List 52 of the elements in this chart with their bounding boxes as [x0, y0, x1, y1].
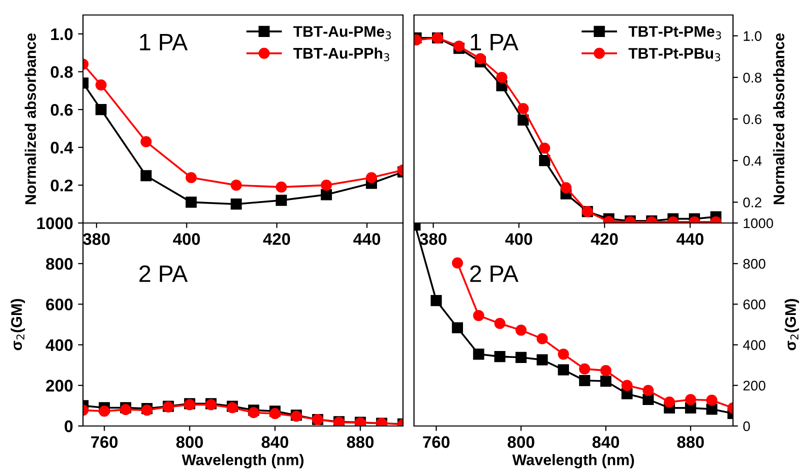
y-tick-label: 0.6	[50, 104, 73, 116]
x-tick-label: 800	[508, 436, 534, 448]
y-tick-label: 800	[46, 258, 73, 270]
x-tick-label: 420	[590, 233, 618, 245]
y-tick-label: 1000	[37, 217, 73, 230]
y-axis-title: Normalized absorbance	[24, 33, 36, 204]
legend-label: TBT-Au-PMe$_{3}$	[293, 26, 391, 40]
annotation: 2 PA	[470, 265, 518, 282]
x-tick-label: 880	[677, 436, 704, 448]
x-tick-label: 840	[262, 436, 288, 448]
legend-label: TBT-Pt-PMe$_{3}$	[628, 26, 722, 40]
y-tick-label: 0.8	[743, 72, 762, 83]
legend-label: TBT-Pt-PBu$_{3}$	[628, 48, 720, 62]
y-tick-label: 400	[46, 339, 73, 352]
x-tick-label: 400	[505, 233, 532, 245]
x-axis-title: Wavelength (nm)	[512, 454, 634, 468]
y-axis-title: σ$_{2}$(GM)	[784, 299, 799, 350]
annotation: 2 PA	[139, 265, 188, 282]
y-tick-label: 0	[64, 420, 73, 432]
annotation: 1 PA	[140, 34, 188, 50]
x-tick-label: 380	[420, 233, 446, 245]
y-tick-label: 0.8	[50, 66, 73, 78]
y-tick-label: 0.4	[50, 142, 74, 154]
y-tick-label: 0.6	[743, 114, 762, 124]
y-tick-label: 200	[46, 380, 73, 392]
y-tick-label: 600	[46, 298, 73, 310]
x-tick-label: 400	[173, 233, 200, 245]
x-tick-label: 840	[592, 436, 620, 448]
y-tick-label: 800	[743, 258, 766, 269]
y-tick-label: 0	[743, 421, 750, 432]
x-tick-label: 800	[176, 436, 203, 448]
x-tick-label: 760	[91, 436, 118, 448]
x-axis-title: Wavelength (nm)	[182, 454, 304, 468]
y-tick-label: 600	[743, 300, 766, 310]
legend-label: TBT-Au-PPh$_{3}$	[293, 47, 390, 62]
y-tick-label: 1.0	[744, 31, 762, 41]
y-tick-label: 1000	[744, 218, 774, 228]
annotation: 1 PA	[470, 34, 518, 50]
x-tick-label: 760	[423, 436, 450, 448]
y-tick-label: 0.2	[50, 180, 73, 192]
y-tick-label: 0.2	[743, 198, 762, 208]
y-tick-label: 400	[743, 340, 766, 350]
x-tick-label: 420	[263, 233, 290, 245]
x-tick-label: 380	[83, 233, 110, 245]
x-tick-label: 440	[353, 233, 380, 245]
y-axis-title: Normalized absorbance	[773, 33, 784, 204]
y-tick-label: 0.4	[743, 156, 762, 166]
y-tick-label: 1.0	[51, 28, 73, 40]
y-axis-title: σ$_{2}$(GM)	[10, 299, 25, 350]
y-tick-label: 200	[743, 380, 766, 391]
x-tick-label: 880	[346, 436, 374, 448]
x-tick-label: 440	[676, 233, 704, 245]
